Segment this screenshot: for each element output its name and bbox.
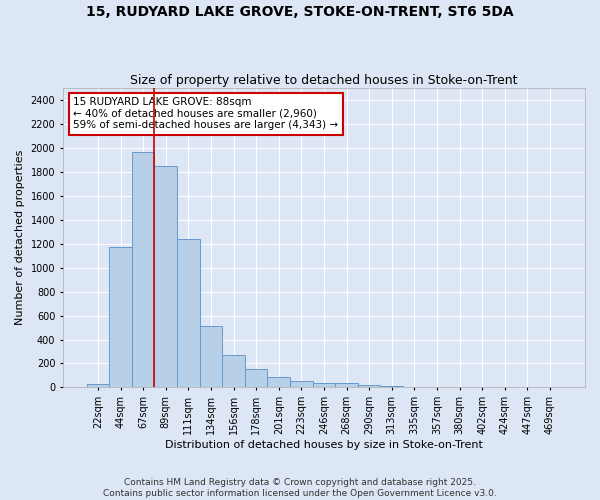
Bar xyxy=(425,387,448,388)
Y-axis label: Number of detached properties: Number of detached properties xyxy=(15,150,25,326)
Bar xyxy=(132,152,154,388)
Bar xyxy=(313,382,335,388)
Bar xyxy=(222,355,245,388)
Bar xyxy=(403,387,425,388)
Bar xyxy=(200,326,222,388)
Bar xyxy=(290,382,313,388)
Bar xyxy=(380,386,403,388)
Bar xyxy=(86,384,109,388)
Bar xyxy=(154,166,177,388)
Text: 15, RUDYARD LAKE GROVE, STOKE-ON-TRENT, ST6 5DA: 15, RUDYARD LAKE GROVE, STOKE-ON-TRENT, … xyxy=(86,5,514,19)
Title: Size of property relative to detached houses in Stoke-on-Trent: Size of property relative to detached ho… xyxy=(130,74,518,87)
Bar xyxy=(109,248,132,388)
Bar xyxy=(358,385,380,388)
Bar xyxy=(177,239,200,388)
Text: Contains HM Land Registry data © Crown copyright and database right 2025.
Contai: Contains HM Land Registry data © Crown c… xyxy=(103,478,497,498)
Bar xyxy=(245,369,268,388)
Bar xyxy=(335,383,358,388)
Text: 15 RUDYARD LAKE GROVE: 88sqm
← 40% of detached houses are smaller (2,960)
59% of: 15 RUDYARD LAKE GROVE: 88sqm ← 40% of de… xyxy=(73,97,338,130)
Bar xyxy=(268,376,290,388)
X-axis label: Distribution of detached houses by size in Stoke-on-Trent: Distribution of detached houses by size … xyxy=(165,440,483,450)
